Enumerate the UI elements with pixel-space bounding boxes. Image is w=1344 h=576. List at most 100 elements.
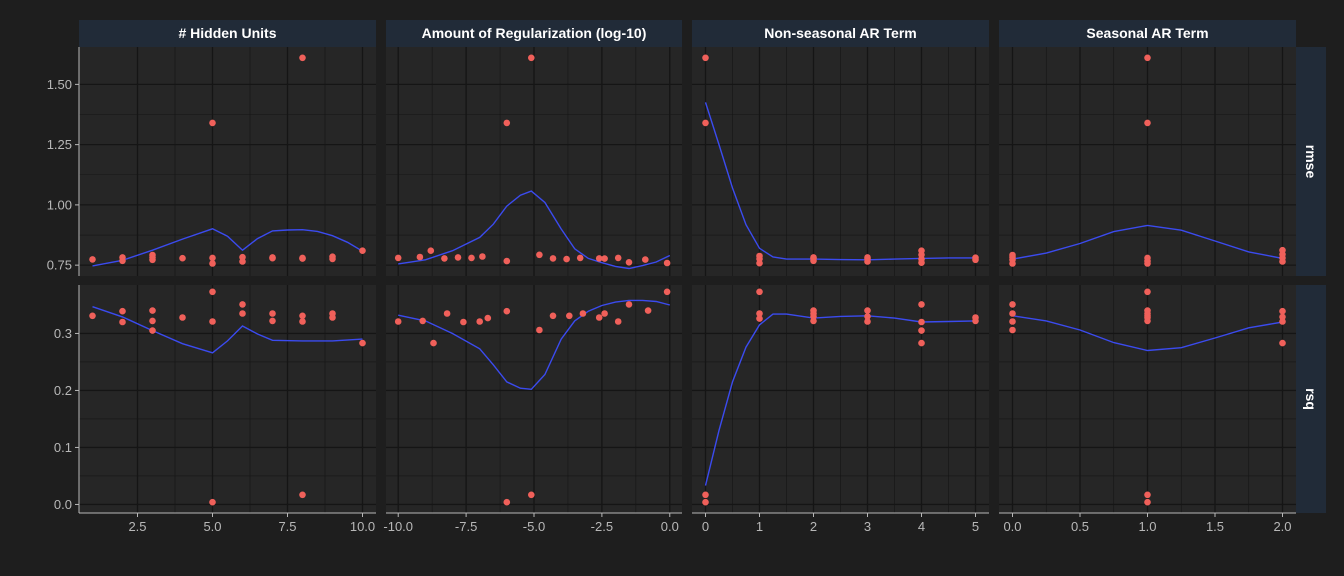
data-point bbox=[503, 119, 511, 127]
facet-strip-row-1 bbox=[1296, 285, 1326, 513]
x-tick-label: 5.0 bbox=[203, 519, 221, 534]
data-point bbox=[576, 254, 584, 262]
data-point bbox=[269, 317, 276, 325]
data-point bbox=[1144, 307, 1151, 314]
data-point bbox=[239, 253, 246, 261]
x-tick-label: -10.0 bbox=[383, 519, 413, 534]
data-point bbox=[394, 254, 402, 262]
data-point bbox=[149, 251, 156, 259]
smooth-line bbox=[92, 306, 363, 354]
panel-rsq-col-2 bbox=[692, 285, 989, 513]
facet-strip-col-2 bbox=[692, 20, 989, 47]
data-point bbox=[149, 327, 156, 334]
data-point bbox=[549, 255, 557, 262]
data-point bbox=[359, 247, 366, 254]
data-point bbox=[443, 310, 451, 317]
data-point bbox=[209, 254, 216, 262]
data-point bbox=[918, 318, 925, 326]
data-point bbox=[179, 314, 186, 321]
data-point bbox=[419, 317, 427, 325]
data-point bbox=[536, 326, 543, 334]
data-point bbox=[329, 253, 336, 260]
facet-strip-label: rmse bbox=[1303, 145, 1319, 179]
minor-gridlines bbox=[692, 285, 989, 513]
data-point bbox=[614, 318, 622, 325]
data-point bbox=[864, 318, 871, 325]
x-tick-label: 2 bbox=[810, 519, 817, 534]
data-point bbox=[918, 247, 925, 254]
data-point bbox=[614, 254, 622, 262]
data-point bbox=[644, 307, 652, 314]
data-point bbox=[119, 254, 126, 261]
data-point bbox=[479, 253, 486, 260]
data-point bbox=[430, 339, 437, 347]
panel-rmse-col-0 bbox=[79, 47, 376, 276]
data-point bbox=[536, 251, 543, 259]
data-point bbox=[209, 498, 216, 506]
facet-strip-label: Seasonal AR Term bbox=[1086, 25, 1208, 41]
data-point bbox=[1144, 254, 1151, 262]
data-point bbox=[119, 318, 126, 326]
x-tick-label: -7.5 bbox=[455, 519, 477, 534]
x-tick-label: 1 bbox=[756, 519, 763, 534]
x-tick-label: -2.5 bbox=[591, 519, 613, 534]
x-tick-label: 2.0 bbox=[1273, 519, 1291, 534]
data-point bbox=[476, 318, 484, 325]
smooth-line bbox=[1012, 315, 1283, 352]
minor-gridlines bbox=[79, 47, 376, 276]
facet-strip-col-1 bbox=[386, 20, 682, 47]
data-point bbox=[209, 119, 216, 127]
smooth-line bbox=[704, 102, 976, 261]
x-tick-label: 0.0 bbox=[661, 519, 679, 534]
data-point bbox=[209, 288, 216, 296]
data-point bbox=[454, 254, 462, 261]
data-point bbox=[1144, 491, 1151, 499]
data-point bbox=[441, 255, 448, 262]
x-tick-label: 2.5 bbox=[128, 519, 146, 534]
data-point bbox=[1279, 307, 1286, 315]
data-point bbox=[1279, 318, 1286, 325]
data-point bbox=[595, 255, 603, 262]
data-point bbox=[209, 318, 216, 325]
data-point bbox=[1009, 310, 1016, 317]
x-tick-label: 1.5 bbox=[1206, 519, 1224, 534]
data-point bbox=[528, 491, 535, 499]
data-point bbox=[149, 307, 156, 314]
data-point bbox=[864, 307, 871, 314]
panel-rmse-col-3 bbox=[999, 47, 1296, 276]
data-point bbox=[1144, 498, 1151, 506]
data-point bbox=[1009, 301, 1016, 308]
data-point bbox=[702, 54, 709, 62]
data-point bbox=[299, 312, 306, 320]
data-point bbox=[239, 310, 246, 317]
y-tick-label: 1.50 bbox=[47, 77, 72, 92]
y-tick-label: 0.0 bbox=[54, 497, 72, 512]
data-point bbox=[299, 54, 306, 62]
minor-gridlines bbox=[79, 285, 376, 513]
data-point bbox=[663, 288, 671, 296]
data-point bbox=[299, 491, 306, 499]
data-point bbox=[810, 307, 817, 314]
data-point bbox=[549, 312, 557, 320]
facet-strip-row-0 bbox=[1296, 47, 1326, 276]
data-point bbox=[972, 314, 979, 321]
data-point bbox=[209, 260, 216, 267]
data-point bbox=[179, 254, 186, 262]
data-point bbox=[299, 254, 306, 262]
data-point bbox=[89, 312, 96, 320]
x-tick-label: 0.5 bbox=[1071, 519, 1089, 534]
smooth-line bbox=[1012, 224, 1283, 260]
facet-strip-label: # Hidden Units bbox=[178, 25, 276, 41]
data-point bbox=[416, 253, 424, 261]
data-point bbox=[625, 259, 633, 266]
data-point bbox=[1279, 246, 1286, 254]
data-point bbox=[119, 307, 126, 315]
x-tick-label: 5 bbox=[972, 519, 979, 534]
data-point bbox=[149, 317, 156, 325]
x-tick-label: -5.0 bbox=[523, 519, 545, 534]
data-point bbox=[503, 498, 511, 506]
panel-rsq-col-0 bbox=[79, 285, 376, 513]
data-point bbox=[702, 491, 709, 499]
data-point bbox=[1144, 54, 1151, 62]
